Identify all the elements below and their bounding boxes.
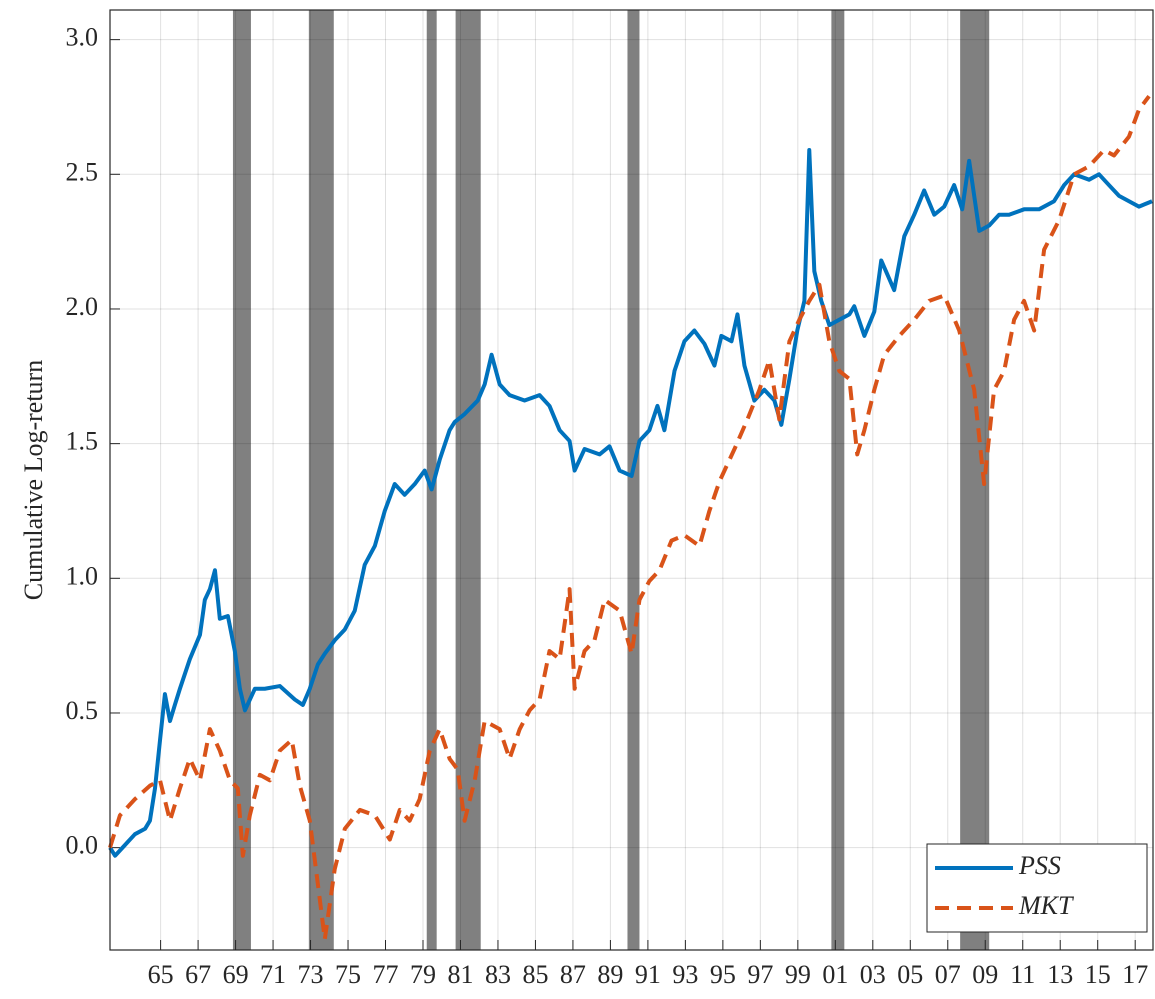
x-tick-label: 71 [260,960,286,989]
legend-label: PSS [1018,851,1061,880]
legend-box [926,843,1148,933]
y-tick-label: 1.0 [66,561,99,590]
x-tick-label: 79 [410,960,436,989]
x-tick-label: 07 [935,960,961,989]
x-tick-label: 95 [710,960,736,989]
recession-band [455,10,481,950]
recession-band [627,10,640,950]
series-line [108,148,1153,858]
x-tick-label: 67 [185,960,211,989]
x-tick-label: 69 [223,960,249,989]
y-tick-label: 3.0 [66,23,99,52]
recession-band [232,10,251,950]
x-tick-label: 87 [560,960,586,989]
x-tick-label: 89 [597,960,623,989]
y-axis-label: Cumulative Log-return [19,360,48,600]
y-tick-label: 0.0 [66,831,99,860]
x-tick-label: 81 [447,960,473,989]
x-tick-label: 97 [747,960,773,989]
x-tick-label: 01 [822,960,848,989]
y-tick-label: 0.5 [66,696,99,725]
y-tick-label: 2.5 [66,157,99,186]
x-tick-label: 17 [1122,960,1148,989]
legend: PSS MKT [926,843,1148,933]
x-tick-label: 99 [785,960,811,989]
series-line [108,94,1151,942]
x-tick-label: 09 [972,960,998,989]
x-tick-label: 13 [1047,960,1073,989]
x-tick-label: 91 [635,960,661,989]
x-tick-label: 15 [1085,960,1111,989]
y-tick-label: 2.0 [66,292,99,321]
legend-label: MKT [1018,891,1074,920]
plot-frame [109,9,1154,951]
recession-band [308,10,334,950]
x-tick-label: 83 [485,960,511,989]
y-tick-label: 1.5 [66,427,99,456]
x-tick-label: 85 [522,960,548,989]
x-tick-label: 77 [373,960,399,989]
x-tick-label: 93 [672,960,698,989]
x-tick-label: 11 [1010,960,1035,989]
recession-band [426,10,437,950]
x-tick-label: 03 [860,960,886,989]
x-tick-label: 73 [298,960,324,989]
recession-band [831,10,845,950]
x-tick-label: 75 [335,960,361,989]
x-tick-label: 65 [148,960,174,989]
x-tick-label: 05 [897,960,923,989]
